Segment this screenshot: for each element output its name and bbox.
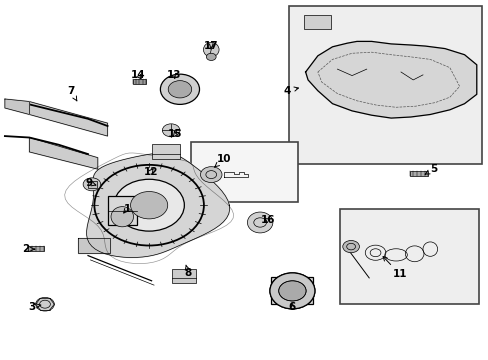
Ellipse shape	[278, 281, 305, 301]
Text: 9: 9	[85, 178, 96, 188]
Ellipse shape	[269, 273, 314, 309]
Text: 10: 10	[214, 154, 231, 167]
Text: 2: 2	[22, 244, 35, 254]
Bar	[167, 81, 194, 97]
Bar	[151, 144, 180, 159]
Text: 5: 5	[424, 164, 437, 174]
Polygon shape	[305, 41, 476, 118]
Bar	[339, 209, 478, 304]
Bar	[107, 196, 137, 225]
Text: 14: 14	[131, 70, 145, 80]
Ellipse shape	[247, 212, 272, 233]
Ellipse shape	[168, 81, 191, 98]
Polygon shape	[29, 102, 107, 136]
Text: 4: 4	[283, 86, 298, 96]
Text: 7: 7	[67, 86, 77, 101]
Ellipse shape	[111, 207, 133, 227]
Bar	[88, 181, 97, 188]
Bar	[288, 6, 481, 164]
Bar	[271, 277, 312, 304]
Polygon shape	[78, 238, 110, 253]
Polygon shape	[29, 138, 98, 169]
Ellipse shape	[342, 240, 359, 253]
Text: 11: 11	[382, 257, 407, 279]
Ellipse shape	[203, 42, 219, 57]
Ellipse shape	[206, 53, 216, 60]
Ellipse shape	[200, 167, 222, 183]
Bar	[304, 15, 330, 29]
Text: 8: 8	[184, 265, 191, 278]
Ellipse shape	[114, 179, 184, 231]
Ellipse shape	[36, 297, 54, 311]
Text: 12: 12	[143, 167, 158, 177]
Bar	[133, 79, 145, 84]
Bar	[172, 269, 195, 283]
Polygon shape	[5, 99, 29, 114]
Bar	[28, 246, 44, 251]
Bar	[409, 171, 427, 176]
Ellipse shape	[83, 178, 101, 191]
Ellipse shape	[160, 74, 199, 104]
Ellipse shape	[162, 124, 180, 137]
Text: 17: 17	[203, 41, 218, 51]
Text: 16: 16	[260, 215, 275, 225]
Ellipse shape	[130, 192, 167, 219]
Bar	[190, 142, 298, 202]
Polygon shape	[86, 153, 229, 257]
Text: 13: 13	[166, 70, 181, 80]
Ellipse shape	[269, 273, 314, 309]
Text: 3: 3	[28, 302, 41, 312]
Text: 6: 6	[288, 302, 295, 312]
Text: 15: 15	[167, 129, 182, 139]
Text: 1: 1	[123, 204, 130, 214]
